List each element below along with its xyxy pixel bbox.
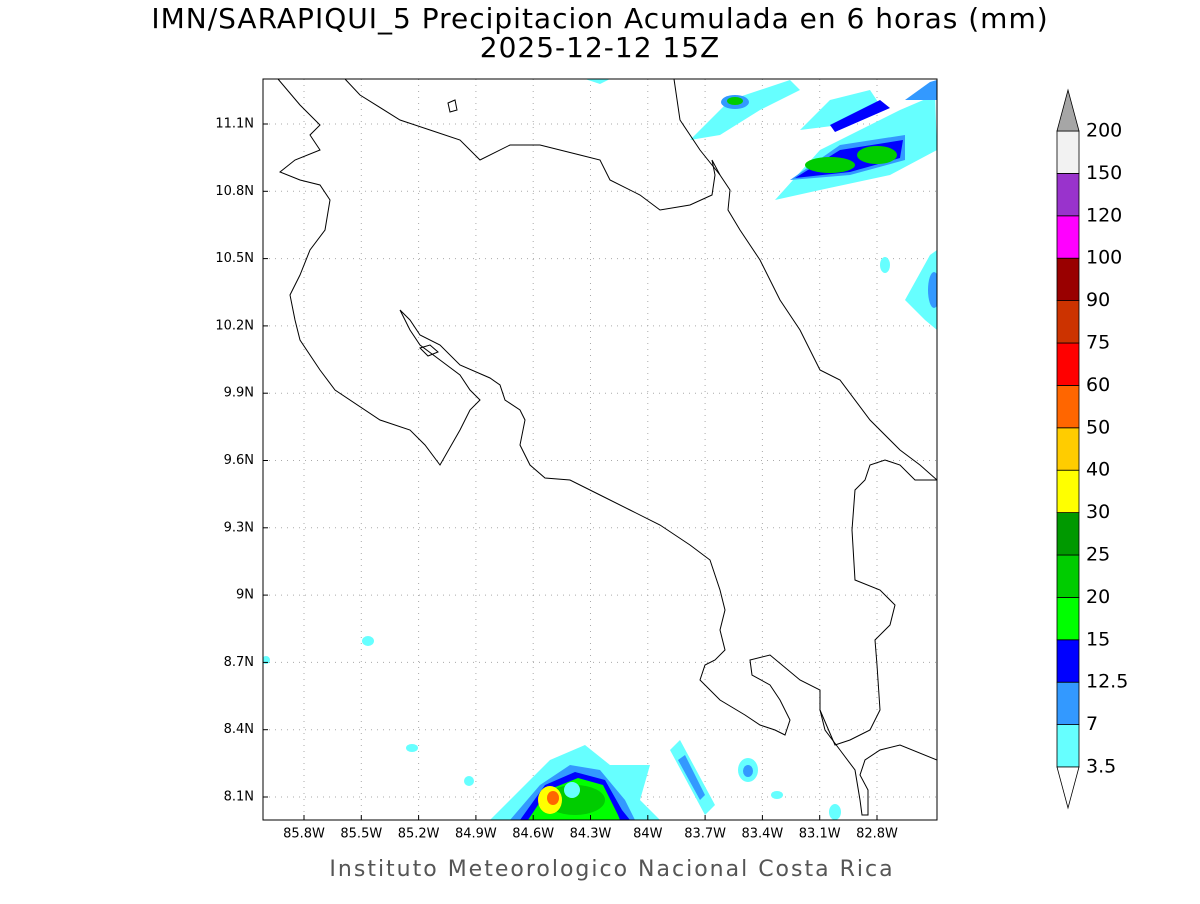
y-tick-label: 8.1N xyxy=(224,790,254,805)
axis-labels: 85.8W 85.5W 85.2W 84.9W 84.6W 84.3W 84W 83.7W 83… xyxy=(215,117,898,842)
colorbar-label: 3.5 xyxy=(1086,756,1116,778)
colorbar-label: 7 xyxy=(1086,713,1098,735)
y-tick-label: 10.8N xyxy=(215,184,254,199)
y-tick-label: 9.9N xyxy=(224,386,254,401)
x-tick-label: 84.3W xyxy=(570,827,612,842)
colorbar-swatch xyxy=(1056,597,1080,641)
colorbar-label: 75 xyxy=(1086,332,1110,354)
y-tick-label: 9.3N xyxy=(224,520,254,535)
colorbar-swatch xyxy=(1056,342,1080,386)
colorbar-swatch xyxy=(1056,469,1080,514)
y-tick-label: 9N xyxy=(236,588,254,603)
x-tick-label: 84.6W xyxy=(512,827,554,842)
colorbar-label: 25 xyxy=(1086,544,1110,566)
colorbar-label: 40 xyxy=(1086,459,1110,481)
y-tick-label: 11.1N xyxy=(215,117,254,132)
colorbar-swatch xyxy=(1056,130,1080,174)
title: IMN/SARAPIQUI_5 Precipitacion Acumulada … xyxy=(151,2,1048,35)
footer: Instituto Meteorologico Nacional Costa R… xyxy=(329,857,894,882)
colorbar-label: 90 xyxy=(1086,289,1110,311)
colorbar-swatch xyxy=(1056,172,1080,217)
colorbar-label: 60 xyxy=(1086,374,1110,396)
colorbar-label: 20 xyxy=(1086,586,1110,608)
colorbar-swatch xyxy=(1056,427,1080,471)
colorbar-swatch xyxy=(1056,215,1080,259)
colorbar-label: 50 xyxy=(1086,416,1110,438)
x-tick-label: 84.9W xyxy=(455,827,497,842)
colorbar-label: 200 xyxy=(1086,120,1122,142)
colorbar-swatch xyxy=(1056,257,1080,302)
subtitle: 2025-12-12 15Z xyxy=(480,31,720,64)
x-tick-label: 84W xyxy=(633,827,663,842)
x-tick-label: 82.8W xyxy=(856,827,898,842)
colorbar-swatch xyxy=(1056,681,1080,726)
x-tick-label: 83.7W xyxy=(684,827,726,842)
colorbar-label: 30 xyxy=(1086,501,1110,523)
colorbar-label: 100 xyxy=(1086,247,1122,269)
x-tick-label: 85.5W xyxy=(340,827,382,842)
y-tick-label: 8.4N xyxy=(224,722,254,737)
colorbar-swatch xyxy=(1056,512,1080,556)
colorbar: 3.5 7 12.5 15 20 25 30 40 50 60 75 90 100 120 150 200 xyxy=(1056,88,1128,810)
precipitation xyxy=(263,79,937,820)
colorbar-label: 12.5 xyxy=(1086,671,1128,693)
x-tick-label: 85.2W xyxy=(398,827,440,842)
colorbar-swatch xyxy=(1056,724,1080,768)
colorbar-swatch xyxy=(1056,639,1080,683)
colorbar-swatch xyxy=(1056,384,1080,429)
colorbar-swatch xyxy=(1056,554,1080,598)
colorbar-over xyxy=(1056,88,1080,132)
colorbar-under xyxy=(1056,766,1080,810)
colorbar-swatch xyxy=(1056,300,1080,344)
coastline xyxy=(277,79,937,816)
colorbar-label: 150 xyxy=(1086,162,1122,184)
colorbar-label: 120 xyxy=(1086,204,1122,226)
colorbar-label: 15 xyxy=(1086,628,1110,650)
y-tick-label: 10.2N xyxy=(215,318,254,333)
x-tick-label: 83.4W xyxy=(741,827,783,842)
y-tick-label: 10.5N xyxy=(215,251,254,266)
x-tick-label: 83.1W xyxy=(799,827,841,842)
map-frame xyxy=(262,78,938,821)
x-tick-label: 85.8W xyxy=(283,827,325,842)
y-tick-label: 8.7N xyxy=(224,655,254,670)
y-tick-label: 9.6N xyxy=(224,453,254,468)
